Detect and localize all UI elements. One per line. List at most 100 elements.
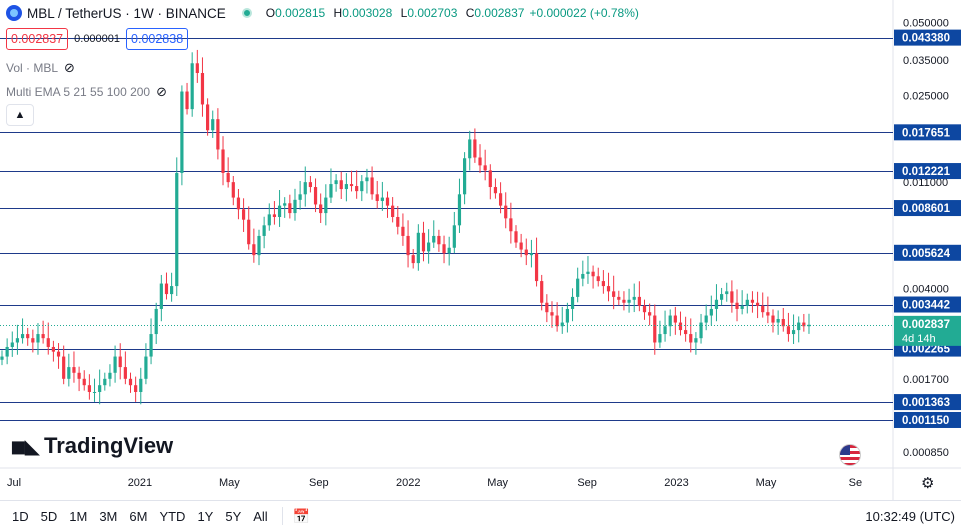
- sell-button[interactable]: 0.002837: [6, 28, 69, 50]
- timeframe-1m[interactable]: 1M: [69, 508, 88, 524]
- candle-body: [349, 184, 354, 187]
- level-price-label-bg: [894, 200, 961, 217]
- candle-body: [678, 322, 683, 331]
- candle-body: [720, 294, 724, 300]
- candle-body: [704, 315, 708, 323]
- time-tick-label: Se: [849, 477, 862, 489]
- market-status-icon[interactable]: [241, 8, 252, 18]
- chevron-up-icon: ▲: [14, 109, 26, 121]
- candle-body: [319, 204, 323, 214]
- spread-value: 0.000001: [74, 33, 121, 45]
- candle-body: [560, 322, 564, 327]
- hide-eye-icon[interactable]: ⊘: [156, 84, 167, 99]
- ema-indicator[interactable]: Multi EMA 5 21 55 100 200 ⊘: [6, 84, 167, 100]
- time-tick-label: 2023: [664, 477, 688, 489]
- candle-body: [555, 315, 559, 327]
- candle-body: [247, 219, 251, 245]
- timeframe-ytd[interactable]: YTD: [159, 508, 186, 524]
- level-price-label: 0.008601: [902, 203, 951, 215]
- candle-body: [98, 385, 102, 392]
- candle-body: [735, 302, 739, 309]
- last-price-label: 0.002837: [902, 319, 950, 331]
- candle-body: [231, 182, 235, 198]
- candle-body: [576, 278, 580, 297]
- candle-body: [761, 305, 765, 313]
- candle-body: [791, 330, 796, 335]
- level-price-label: 0.017651: [902, 127, 951, 139]
- candle-body: [617, 296, 621, 300]
- utc-clock[interactable]: 10:32:49 (UTC): [865, 509, 955, 524]
- time-tick-label: 2022: [396, 477, 420, 489]
- timeframe-1d[interactable]: 1D: [12, 508, 29, 524]
- level-price-label-bg: [894, 163, 961, 180]
- hide-eye-icon[interactable]: ⊘: [64, 60, 75, 75]
- volume-indicator[interactable]: Vol · MBL ⊘: [6, 60, 75, 76]
- gear-icon[interactable]: ⚙: [921, 475, 935, 492]
- price-tick-label: 0.025000: [903, 91, 949, 103]
- candle-body: [653, 315, 657, 343]
- candle-body: [313, 187, 318, 205]
- candle-body: [355, 186, 359, 192]
- price-chart[interactable]: 0.050000 0.035000 0.025000 0.011000 0.004000…: [0, 0, 961, 500]
- tradingview-watermark[interactable]: ◼◣ TradingView: [10, 433, 173, 459]
- candle-body: [200, 73, 205, 105]
- time-tick-label: May: [756, 477, 777, 489]
- candle-body: [46, 338, 50, 347]
- candle-body: [31, 338, 35, 343]
- candle-body: [684, 330, 688, 335]
- candle-body: [118, 356, 122, 368]
- bottom-toolbar: 1D 5D 1M 3M 6M YTD 1Y 5Y All 📅 10:32:49 …: [0, 500, 961, 531]
- timeframe-all[interactable]: All: [253, 508, 268, 524]
- candle-body: [149, 334, 153, 357]
- timeframe-1y[interactable]: 1Y: [197, 508, 214, 524]
- timeframe-5y[interactable]: 5Y: [225, 508, 242, 524]
- timeframe-3m[interactable]: 3M: [99, 508, 118, 524]
- level-price-label-bg: [894, 244, 961, 261]
- candle-body: [648, 312, 652, 316]
- bar-countdown-label: 4d 14h: [902, 333, 936, 345]
- candle-body: [344, 184, 348, 190]
- candle-body: [596, 276, 600, 282]
- timeframe-6m[interactable]: 6M: [129, 508, 148, 524]
- candle-body: [627, 299, 631, 303]
- candle-body: [175, 172, 179, 287]
- candle-body: [612, 291, 616, 297]
- candle-body: [730, 291, 734, 303]
- timeframe-5d[interactable]: 5D: [40, 508, 58, 524]
- candle-body: [216, 119, 220, 150]
- candle-body: [427, 242, 431, 252]
- candle-body: [0, 356, 4, 360]
- candle-body: [252, 244, 256, 256]
- candle-body: [437, 235, 441, 245]
- price-tick-label: 0.001700: [903, 374, 949, 386]
- candle-body: [329, 184, 333, 198]
- low-value: 0.002703: [407, 6, 458, 20]
- collapse-legend-button[interactable]: ▲: [6, 104, 34, 126]
- us-flag-icon[interactable]: [839, 444, 861, 466]
- candle-body: [396, 217, 400, 227]
- candle-body: [565, 308, 569, 323]
- candle-body: [478, 157, 482, 166]
- candle-body: [221, 149, 225, 173]
- candle-body: [72, 367, 76, 373]
- candle-body: [766, 312, 770, 316]
- candle-body: [637, 296, 641, 306]
- mbl-logo-icon: [6, 5, 22, 21]
- price-tick-label: 0.011000: [903, 177, 948, 189]
- price-tick-label: 0.035000: [903, 55, 949, 67]
- toolbar-divider: [281, 507, 283, 525]
- candle-body: [391, 205, 395, 218]
- ohlc-values: O0.002815 H0.003028 L0.002703 C0.002837: [266, 6, 530, 20]
- symbol-title[interactable]: MBL / TetherUS · 1W · BINANCE: [27, 5, 226, 21]
- candle-body: [447, 247, 451, 254]
- candle-body: [82, 378, 86, 386]
- candle-body: [545, 302, 549, 313]
- candle-body: [170, 286, 174, 295]
- buy-button[interactable]: 0.002838: [126, 28, 189, 50]
- candle-body: [463, 158, 467, 195]
- candle-body: [642, 305, 647, 313]
- calendar-range-icon[interactable]: 📅: [292, 507, 311, 524]
- candle-body: [26, 334, 30, 339]
- candle-body: [622, 299, 626, 303]
- candle-body: [673, 315, 677, 323]
